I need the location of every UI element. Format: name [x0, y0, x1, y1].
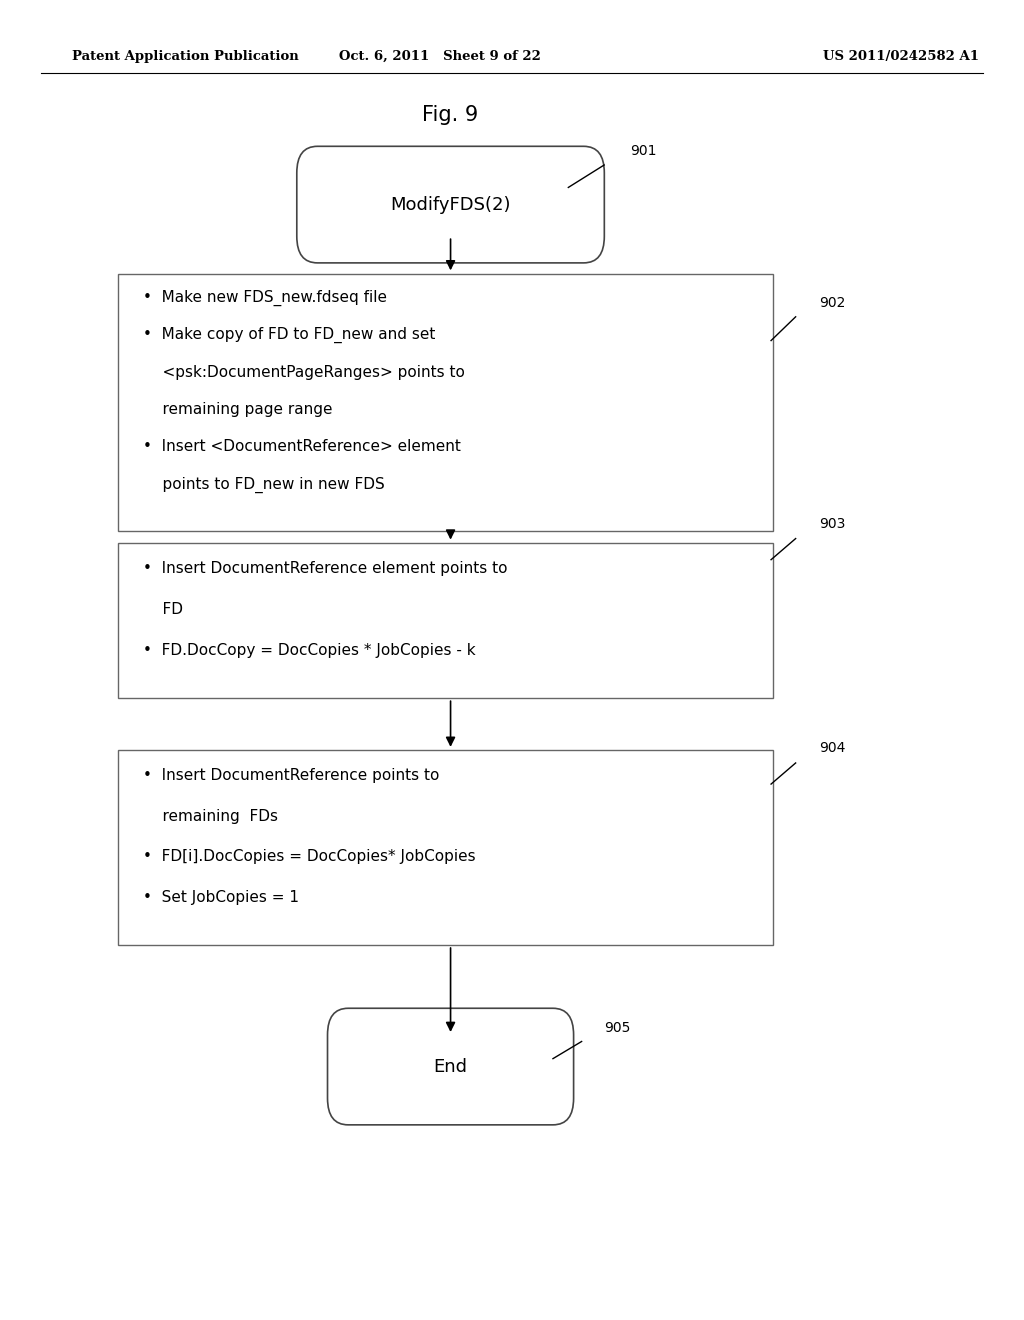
- Text: 905: 905: [604, 1020, 631, 1035]
- Text: points to FD_new in new FDS: points to FD_new in new FDS: [143, 477, 385, 492]
- Text: Fig. 9: Fig. 9: [423, 104, 478, 125]
- FancyBboxPatch shape: [328, 1008, 573, 1125]
- Text: •  Insert DocumentReference element points to: • Insert DocumentReference element point…: [143, 561, 508, 576]
- Text: 904: 904: [819, 741, 846, 755]
- Text: •  Make copy of FD to FD_new and set: • Make copy of FD to FD_new and set: [143, 327, 436, 343]
- Text: •  Insert DocumentReference points to: • Insert DocumentReference points to: [143, 768, 439, 783]
- Text: Oct. 6, 2011   Sheet 9 of 22: Oct. 6, 2011 Sheet 9 of 22: [339, 50, 542, 63]
- Text: •  Insert <DocumentReference> element: • Insert <DocumentReference> element: [143, 440, 461, 454]
- Text: ModifyFDS(2): ModifyFDS(2): [390, 195, 511, 214]
- Text: End: End: [433, 1057, 468, 1076]
- Text: •  Set JobCopies = 1: • Set JobCopies = 1: [143, 890, 299, 906]
- Text: 901: 901: [630, 144, 656, 158]
- Text: •  Make new FDS_new.fdseq file: • Make new FDS_new.fdseq file: [143, 290, 387, 306]
- Text: •  FD[i].DocCopies = DocCopies* JobCopies: • FD[i].DocCopies = DocCopies* JobCopies: [143, 850, 476, 865]
- Text: <psk:DocumentPageRanges> points to: <psk:DocumentPageRanges> points to: [143, 364, 465, 380]
- Text: 903: 903: [819, 516, 846, 531]
- FancyBboxPatch shape: [297, 147, 604, 263]
- Text: Patent Application Publication: Patent Application Publication: [72, 50, 298, 63]
- Bar: [118, 750, 773, 945]
- Bar: [118, 275, 773, 532]
- Text: remaining page range: remaining page range: [143, 401, 333, 417]
- Text: 902: 902: [819, 296, 846, 310]
- Text: FD: FD: [143, 602, 183, 616]
- Text: US 2011/0242582 A1: US 2011/0242582 A1: [823, 50, 979, 63]
- Text: •  FD.DocCopy = DocCopies * JobCopies - k: • FD.DocCopy = DocCopies * JobCopies - k: [143, 643, 476, 657]
- Bar: [118, 543, 773, 698]
- Text: remaining  FDs: remaining FDs: [143, 809, 279, 824]
